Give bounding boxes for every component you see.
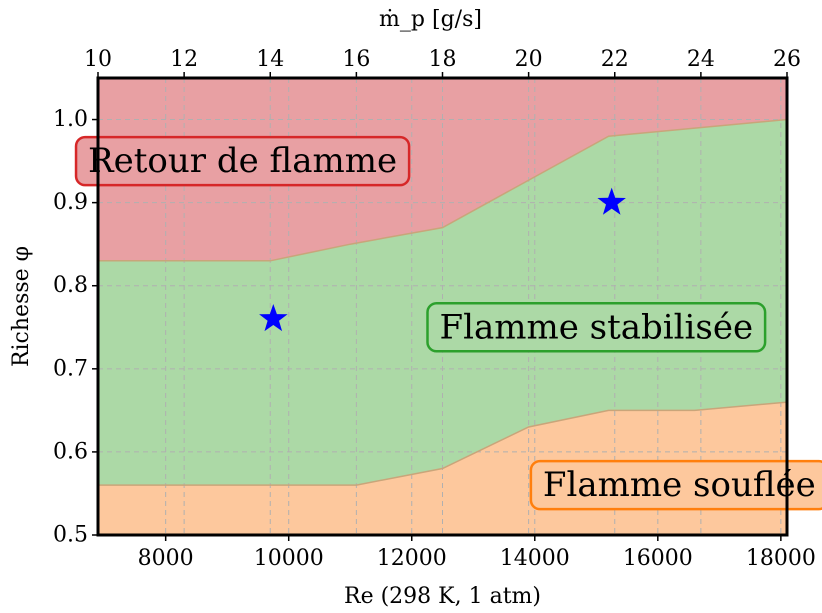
x-tick-label: 18000 <box>746 546 816 571</box>
y-tick-label: 0.9 <box>53 190 88 215</box>
top-tick-label: 14 <box>256 47 284 72</box>
y-tick-label: 0.5 <box>53 523 88 548</box>
top-tick-label: 18 <box>429 47 457 72</box>
top-tick-label: 12 <box>170 47 198 72</box>
region-label-text: Flamme souflée <box>543 465 816 505</box>
region-label-box: Flamme souflée <box>529 459 822 511</box>
x-tick-label: 8000 <box>138 546 194 571</box>
x-axis-label: Re (298 K, 1 atm) <box>344 584 541 609</box>
region-label-frame <box>529 459 822 511</box>
y-axis-label: Richesse φ <box>9 246 34 367</box>
top-tick-label: 10 <box>84 47 112 72</box>
x-tick-label: 16000 <box>623 546 693 571</box>
lower-boundary-line <box>98 401 788 486</box>
star-marker <box>597 187 626 215</box>
y-tick-label: 0.6 <box>53 439 88 464</box>
star-marker <box>259 304 288 332</box>
region-label-box: Flamme stabilisée <box>426 302 767 353</box>
x-tick-label: 14000 <box>500 546 570 571</box>
region-label-box: Retour de flamme <box>74 135 411 187</box>
top-axis-label: ṁ_p [g/s] <box>379 7 482 32</box>
y-tick-label: 0.8 <box>53 273 88 298</box>
top-tick-label: 22 <box>601 47 629 72</box>
x-tick-label: 12000 <box>377 546 447 571</box>
region-label-text: Flamme stabilisée <box>439 307 753 347</box>
y-tick-label: 0.7 <box>53 356 88 381</box>
data-points <box>259 187 626 332</box>
top-tick-label: 20 <box>515 47 543 72</box>
region-boundaries <box>98 118 788 486</box>
region-labels: Retour de flamme Flamme stabilisée Flamme … <box>74 135 822 511</box>
top-tick-label: 16 <box>342 47 370 72</box>
axis-ticks: 8000 10000 12000 14000 16000 18000 0.5 0.6 0.7 0.… <box>53 47 816 571</box>
x-tick-label: 10000 <box>254 546 324 571</box>
upper-boundary-line <box>98 118 788 262</box>
region-label-frame <box>74 135 411 187</box>
top-tick-label: 26 <box>773 47 801 72</box>
region-label-text: Retour de flamme <box>88 141 397 181</box>
region-label-frame <box>426 302 767 353</box>
top-tick-label: 24 <box>687 47 715 72</box>
y-tick-label: 1.0 <box>53 107 88 132</box>
